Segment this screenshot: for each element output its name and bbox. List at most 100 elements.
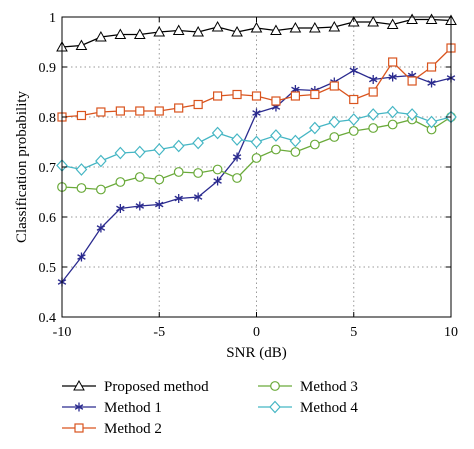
x-tick-label: 5 (350, 325, 357, 340)
data-point-method-1 (213, 176, 222, 186)
data-point-method-2 (426, 62, 437, 72)
data-point-method-4 (114, 146, 127, 160)
legend: Proposed method Method 1 Method 2 Method 3 M… (62, 379, 358, 437)
legend-marker-method-4 (269, 400, 281, 414)
legend-item-method-3: Method 3 (258, 379, 358, 395)
series-method-3 (57, 112, 456, 195)
data-point-method-3 (134, 172, 145, 182)
legend-label: Method 1 (104, 400, 162, 416)
y-tick-label: 0.4 (39, 311, 57, 326)
data-point-method-2 (174, 103, 184, 113)
data-point-proposed-method (114, 28, 127, 39)
data-point-method-3 (368, 123, 379, 133)
data-point-method-2 (407, 76, 417, 86)
data-point-method-3 (329, 132, 340, 142)
data-point-method-3 (115, 177, 126, 187)
data-point-proposed-method (192, 25, 204, 37)
legend-item-method-4: Method 4 (258, 400, 358, 416)
data-point-method-2 (251, 91, 262, 101)
legend-label: Method 2 (104, 421, 162, 437)
data-point-method-3 (154, 174, 165, 185)
data-point-method-4 (153, 143, 166, 156)
x-axis-label: SNR (dB) (226, 345, 286, 361)
y-tick-label: 0.8 (39, 111, 57, 126)
data-point-proposed-method (425, 13, 438, 24)
data-point-proposed-method (328, 20, 341, 32)
data-point-method-1 (427, 78, 436, 88)
data-point-proposed-method (309, 21, 321, 33)
data-point-method-1 (174, 194, 183, 203)
data-point-method-1 (116, 204, 125, 213)
data-point-method-4 (172, 139, 185, 153)
data-point-method-1 (252, 108, 261, 118)
series-line-method-1 (61, 69, 452, 283)
data-point-method-1 (135, 201, 145, 211)
data-point-method-3 (212, 164, 223, 175)
data-point-method-2 (193, 99, 203, 110)
data-point-proposed-method (386, 18, 399, 29)
data-point-proposed-method (75, 39, 88, 50)
data-point-method-2 (115, 106, 125, 116)
data-point-method-4 (367, 108, 380, 121)
data-point-method-3 (193, 168, 204, 178)
data-point-method-4 (406, 108, 418, 121)
data-point-method-3 (271, 144, 281, 155)
y-tick-label: 0.6 (39, 211, 57, 226)
data-point-method-1 (232, 152, 242, 162)
data-point-proposed-method (172, 24, 185, 35)
data-point-method-3 (173, 167, 184, 177)
data-point-method-2 (154, 106, 164, 116)
data-point-method-3 (348, 126, 359, 136)
legend-item-method-2: Method 2 (62, 421, 162, 437)
legend-marker-method-2 (74, 423, 84, 433)
data-point-method-2 (213, 91, 223, 101)
legend-label: Proposed method (104, 379, 209, 395)
data-point-method-3 (387, 119, 398, 130)
data-point-method-1 (96, 223, 106, 233)
y-tick-label: 0.5 (39, 261, 57, 276)
data-point-method-4 (328, 115, 341, 129)
y-tick-label: 0.9 (39, 61, 57, 76)
legend-marker-proposed-method (73, 379, 85, 391)
data-point-method-1 (155, 200, 164, 209)
data-point-method-2 (349, 94, 359, 105)
data-point-method-4 (386, 105, 399, 119)
series-proposed-method (56, 13, 457, 52)
data-point-method-1 (193, 192, 203, 202)
data-point-method-3 (232, 173, 242, 183)
legend-item-method-1: Method 1 (62, 400, 162, 416)
series-layer (56, 13, 457, 287)
data-point-method-4 (133, 145, 146, 159)
data-point-proposed-method (95, 30, 107, 42)
legend-marker-method-3 (270, 381, 280, 391)
data-point-method-2 (329, 81, 339, 91)
data-point-proposed-method (289, 21, 302, 33)
y-axis-label: Classification probability (14, 90, 30, 243)
data-point-proposed-method (270, 24, 282, 35)
data-point-method-3 (251, 153, 262, 163)
data-point-proposed-method (211, 20, 224, 32)
data-point-method-1 (368, 75, 378, 84)
x-tick-label: -5 (153, 325, 165, 340)
data-point-method-4 (95, 154, 107, 168)
x-tick-label: 10 (444, 325, 458, 340)
series-method-2 (57, 43, 456, 122)
data-point-proposed-method (367, 15, 380, 27)
data-point-method-4 (250, 135, 263, 149)
data-point-method-2 (310, 89, 320, 100)
axis-ticks: -10 -5 0 5 10 0.4 0.5 0.6 0.7 0.8 0.9 1 (39, 11, 459, 340)
data-point-method-3 (309, 139, 320, 150)
x-tick-label: 0 (253, 325, 260, 340)
data-point-method-2 (76, 110, 87, 121)
data-point-proposed-method (250, 21, 263, 33)
data-point-method-2 (232, 89, 242, 100)
data-point-method-4 (231, 133, 243, 146)
data-point-method-4 (211, 126, 224, 140)
data-point-proposed-method (231, 25, 243, 37)
data-point-method-2 (368, 87, 378, 97)
data-point-method-1 (388, 72, 397, 82)
data-point-method-4 (270, 129, 282, 142)
legend-marker-method-1 (74, 402, 84, 412)
data-point-method-2 (388, 57, 398, 67)
